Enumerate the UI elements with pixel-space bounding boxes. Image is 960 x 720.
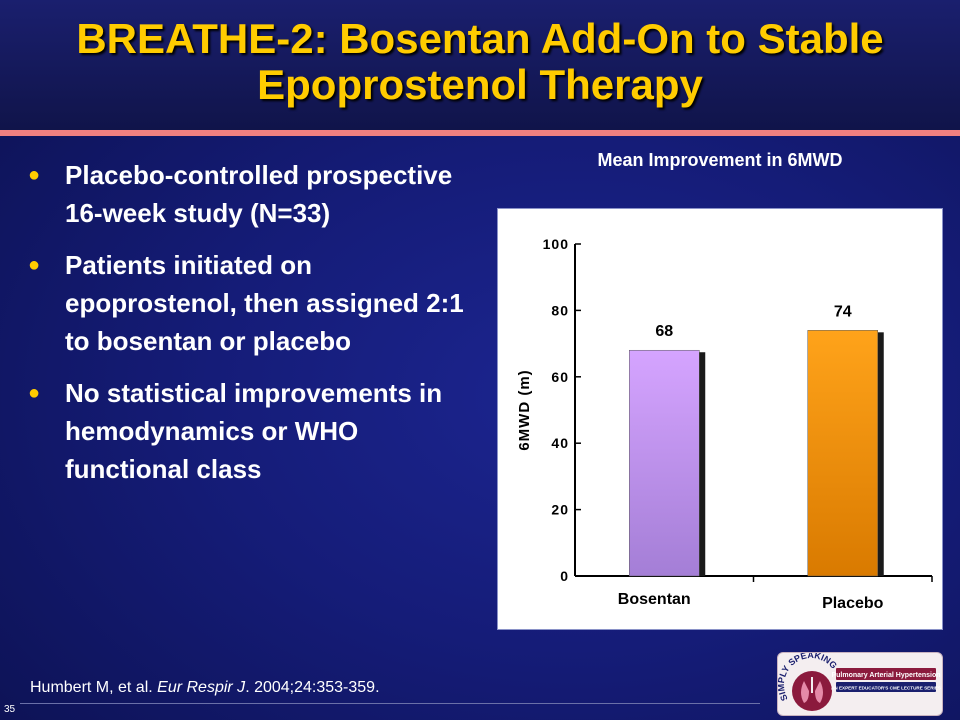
bullet-item: ● No statistical improvements in hemodyn…	[28, 374, 468, 488]
bar-bosentan	[629, 349, 700, 577]
title-bar	[0, 0, 960, 130]
citation-journal: Eur Respir J	[157, 679, 246, 696]
data-label: 68	[655, 323, 673, 340]
y-tick-label: 80	[551, 302, 569, 318]
bullet-text: Placebo-controlled prospective 16-week s…	[65, 160, 453, 228]
bullet-list: ● Placebo-controlled prospective 16-week…	[28, 156, 468, 502]
citation: Humbert M, et al. Eur Respir J. 2004;24:…	[30, 679, 380, 697]
slide-title-line1: BREATHE-2: Bosentan Add-On to Stable	[76, 15, 884, 62]
bullet-dot-icon: ●	[28, 254, 41, 276]
y-tick-label: 20	[551, 502, 569, 518]
title-divider	[0, 130, 960, 136]
bullet-dot-icon: ●	[28, 164, 41, 186]
chart-panel: 0 20 40 60 80 100 6MWD (m) 68 Bosentan 74 Placebo	[497, 208, 943, 630]
y-tick-label: 100	[543, 236, 569, 252]
logo-line2: AN EXPERT EDUCATOR'S CME LECTURE SERIES	[831, 686, 941, 691]
logo-graphic: SIMPLY SPEAKING Pulmonary Arterial Hyper…	[778, 653, 941, 711]
x-category-label: Placebo	[822, 595, 884, 612]
y-tick-label: 0	[560, 568, 569, 584]
y-axis-label: 6MWD (m)	[516, 369, 533, 450]
slide-title-line2: Epoprostenol Therapy	[257, 61, 703, 108]
footer-divider	[20, 703, 760, 704]
bullet-dot-icon: ●	[28, 382, 41, 404]
bullet-item: ● Placebo-controlled prospective 16-week…	[28, 156, 468, 232]
bullet-text: Patients initiated on epoprostenol, then…	[65, 250, 464, 356]
bullet-text: No statistical improvements in hemodynam…	[65, 378, 443, 484]
y-tick-label: 40	[551, 435, 569, 451]
bar-side-shadow	[877, 332, 884, 576]
data-label: 74	[834, 303, 852, 320]
bar-chart: 0 20 40 60 80 100 6MWD (m) 68 Bosentan 74 Placebo	[516, 236, 933, 612]
page-number: 35	[4, 704, 16, 715]
y-tick-label: 60	[551, 369, 569, 385]
simply-speaking-logo: SIMPLY SPEAKING Pulmonary Arterial Hyper…	[777, 652, 943, 716]
bar-side-shadow	[699, 352, 706, 576]
bar-placebo	[807, 330, 878, 577]
x-category-label: Bosentan	[618, 591, 691, 608]
citation-authors: Humbert M, et al.	[30, 679, 158, 696]
chart-title: Mean Improvement in 6MWD	[597, 150, 843, 170]
logo-line1: Pulmonary Arterial Hypertension	[831, 672, 940, 679]
citation-details: . 2004;24:353-359.	[245, 679, 380, 696]
bullet-item: ● Patients initiated on epoprostenol, th…	[28, 246, 468, 360]
slide-title: BREATHE-2: Bosentan Add-On to Stable Epo…	[0, 16, 960, 108]
